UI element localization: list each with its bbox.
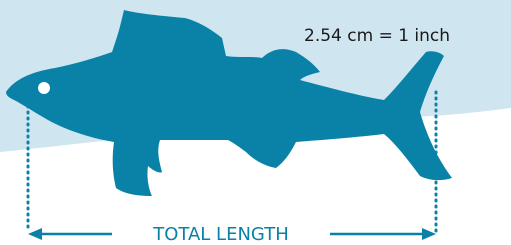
scale-note: 2.54 cm = 1 inch xyxy=(304,26,450,46)
fish-eye xyxy=(38,82,50,94)
page: TOTAL LENGTH 2.54 cm = 1 inch (() => { c… xyxy=(0,0,511,245)
fish-measure-diagram: TOTAL LENGTH 2.54 cm = 1 inch xyxy=(0,0,511,245)
measure-label: TOTAL LENGTH xyxy=(152,224,289,245)
